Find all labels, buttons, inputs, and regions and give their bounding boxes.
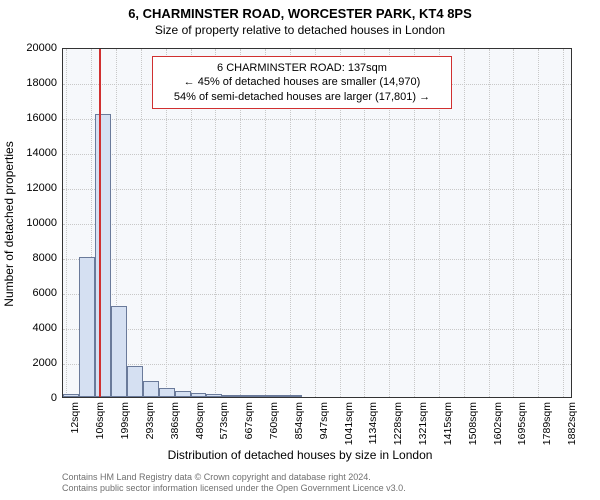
histogram-bar bbox=[206, 394, 222, 397]
xtick-label: 667sqm bbox=[243, 402, 255, 439]
xtick-label: 1789sqm bbox=[541, 402, 553, 445]
grid-v bbox=[66, 49, 67, 397]
chart-container: 0200040006000800010000120001400016000180… bbox=[62, 48, 572, 398]
ytick-label: 12000 bbox=[15, 182, 57, 194]
xtick-label: 1041sqm bbox=[343, 402, 355, 445]
grid-v bbox=[563, 49, 564, 397]
xtick-label: 480sqm bbox=[194, 402, 206, 439]
xtick-label: 947sqm bbox=[318, 402, 330, 439]
grid-h bbox=[63, 294, 571, 295]
histogram-bar bbox=[191, 393, 207, 397]
xtick-label: 293sqm bbox=[144, 402, 156, 439]
xtick-label: 12sqm bbox=[69, 402, 81, 434]
chart-title-main: 6, CHARMINSTER ROAD, WORCESTER PARK, KT4… bbox=[0, 0, 600, 21]
annotation-line3: 54% of semi-detached houses are larger (… bbox=[161, 90, 443, 104]
grid-v bbox=[141, 49, 142, 397]
footer-attribution: Contains HM Land Registry data © Crown c… bbox=[62, 472, 406, 495]
histogram-bar bbox=[238, 395, 254, 397]
ytick-label: 14000 bbox=[15, 147, 57, 159]
grid-h bbox=[63, 154, 571, 155]
xtick-label: 1695sqm bbox=[516, 402, 528, 445]
xtick-label: 760sqm bbox=[268, 402, 280, 439]
histogram-bar bbox=[159, 388, 175, 397]
grid-h bbox=[63, 119, 571, 120]
marker-line bbox=[99, 49, 101, 397]
xtick-label: 1134sqm bbox=[367, 402, 379, 444]
grid-h bbox=[63, 329, 571, 330]
xtick-label: 573sqm bbox=[218, 402, 230, 439]
histogram-bar bbox=[222, 395, 238, 397]
xtick-label: 199sqm bbox=[119, 402, 131, 439]
histogram-bar bbox=[286, 395, 302, 397]
ytick-label: 6000 bbox=[15, 287, 57, 299]
xtick-label: 854sqm bbox=[293, 402, 305, 439]
xtick-label: 1882sqm bbox=[566, 402, 578, 445]
ytick-label: 4000 bbox=[15, 322, 57, 334]
xtick-label: 1602sqm bbox=[492, 402, 504, 445]
y-axis-label: Number of detached properties bbox=[2, 141, 16, 306]
ytick-label: 10000 bbox=[15, 217, 57, 229]
grid-v bbox=[513, 49, 514, 397]
xtick-label: 1508sqm bbox=[467, 402, 479, 445]
grid-h bbox=[63, 224, 571, 225]
histogram-bar bbox=[111, 306, 127, 397]
histogram-bar bbox=[63, 394, 79, 398]
histogram-bar bbox=[79, 257, 95, 397]
x-axis-label: Distribution of detached houses by size … bbox=[0, 448, 600, 462]
grid-v bbox=[489, 49, 490, 397]
chart-title-sub: Size of property relative to detached ho… bbox=[0, 21, 600, 41]
ytick-label: 16000 bbox=[15, 112, 57, 124]
footer-line1: Contains HM Land Registry data © Crown c… bbox=[62, 472, 406, 483]
annotation-line2: ← 45% of detached houses are smaller (14… bbox=[161, 75, 443, 89]
ytick-label: 8000 bbox=[15, 252, 57, 264]
ytick-label: 20000 bbox=[15, 42, 57, 54]
grid-v bbox=[538, 49, 539, 397]
ytick-label: 18000 bbox=[15, 77, 57, 89]
histogram-bar bbox=[127, 366, 143, 398]
histogram-bar bbox=[270, 395, 286, 397]
ytick-label: 2000 bbox=[15, 357, 57, 369]
xtick-label: 1415sqm bbox=[442, 402, 454, 445]
grid-h bbox=[63, 189, 571, 190]
xtick-label: 1321sqm bbox=[417, 402, 429, 445]
footer-line2: Contains public sector information licen… bbox=[62, 483, 406, 494]
ytick-label: 0 bbox=[15, 392, 57, 404]
histogram-bar bbox=[254, 395, 270, 397]
xtick-label: 1228sqm bbox=[392, 402, 404, 445]
histogram-bar bbox=[95, 114, 111, 398]
grid-v bbox=[464, 49, 465, 397]
xtick-label: 106sqm bbox=[94, 402, 106, 439]
annotation-line1: 6 CHARMINSTER ROAD: 137sqm bbox=[161, 61, 443, 75]
histogram-bar bbox=[175, 391, 191, 397]
grid-h bbox=[63, 259, 571, 260]
histogram-bar bbox=[143, 381, 159, 397]
annotation-box: 6 CHARMINSTER ROAD: 137sqm ← 45% of deta… bbox=[152, 56, 452, 109]
xtick-label: 386sqm bbox=[169, 402, 181, 439]
